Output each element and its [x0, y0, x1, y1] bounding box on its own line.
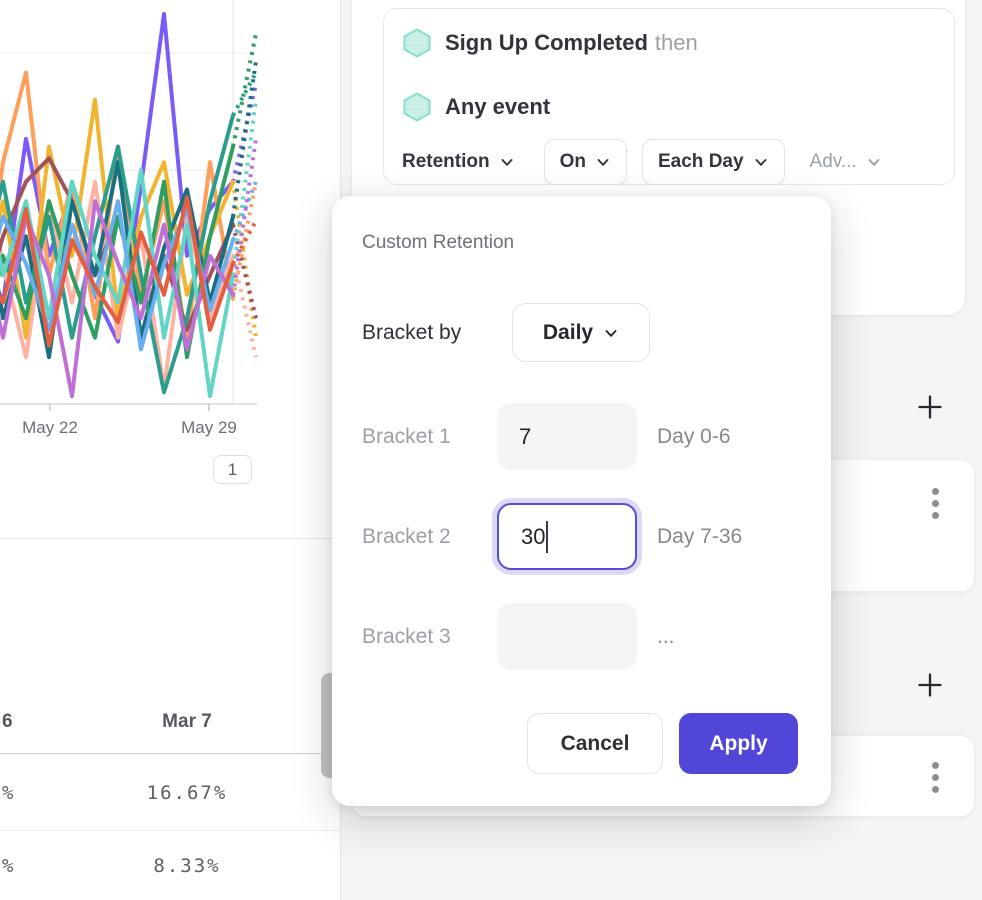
bracket-3-range: ... [657, 624, 675, 648]
retention-chart [0, 0, 258, 411]
plus-icon [918, 673, 942, 697]
custom-retention-modal: Custom Retention Bracket by Daily Bracke… [332, 196, 831, 806]
text-cursor [546, 520, 549, 553]
interval-dropdown[interactable]: Each Day [642, 139, 785, 185]
add-metric-button[interactable] [912, 389, 948, 425]
bracket-3-label: Bracket 3 [362, 624, 451, 648]
retention-steps-panel: Sign Up Completed then Any event Retentio… [383, 8, 955, 185]
step-row-return-event[interactable]: Any event [402, 92, 550, 122]
on-label: On [559, 151, 586, 172]
bracket-unit-dropdown[interactable]: Daily [512, 303, 650, 362]
query-controls-row: Retention On Each Day Adv... [402, 139, 882, 185]
table-header-date: Mar 7 [162, 710, 212, 732]
table-row[interactable]: % 16.67% [0, 755, 340, 831]
event-hexagon-icon [403, 28, 431, 58]
bracket-2-row: Bracket 2 30 Day 7-36 [362, 503, 742, 570]
x-axis-tick-label: May 22 [22, 418, 78, 437]
step-event-name: Any event [445, 94, 551, 119]
bracket-1-label: Bracket 1 [362, 424, 451, 448]
apply-button[interactable]: Apply [679, 713, 798, 774]
event-hexagon-icon [403, 92, 431, 122]
chevron-down-icon [755, 159, 766, 166]
bracket-1-range: Day 0-6 [657, 424, 731, 448]
table-row[interactable]: % 8.33% [0, 832, 340, 900]
table-header-clipped: 6 [2, 710, 13, 732]
plus-icon [918, 395, 942, 419]
bracket-by-label: Bracket by [362, 320, 462, 344]
x-axis-tick-label: May 29 [181, 418, 237, 437]
bracket-by-row: Bracket by Daily [362, 303, 650, 362]
table-cell-value: 16.67% [146, 781, 228, 804]
bracket-1-row: Bracket 1 Day 0-6 [362, 403, 731, 470]
bracket-2-range: Day 7-36 [657, 524, 743, 548]
bracket-2-input[interactable]: 30 [497, 503, 637, 570]
pagination-page-button[interactable]: 1 [213, 455, 252, 484]
table-header-row: 6 Mar 7 [0, 690, 340, 754]
chevron-down-icon [597, 159, 609, 166]
advanced-dropdown[interactable]: Adv... [810, 151, 882, 173]
kebab-menu-icon[interactable] [932, 762, 940, 793]
chevron-down-icon [868, 159, 880, 166]
chevron-down-icon [501, 159, 513, 166]
interval-label: Each Day [658, 151, 744, 172]
table-cell-clipped: % [2, 781, 16, 804]
bracket-2-value: 30 [521, 523, 546, 549]
advanced-label: Adv... [809, 151, 857, 172]
bracket-1-input[interactable] [497, 403, 637, 470]
section-divider [0, 538, 340, 539]
bracket-2-label: Bracket 2 [362, 524, 451, 548]
report-left-section: May 22 May 29 1 6 Mar 7 % 16.67% % 8.33% [0, 0, 341, 900]
step-row-born-event[interactable]: Sign Up Completed then [402, 28, 698, 58]
chevron-down-icon [605, 329, 617, 337]
add-metric-button[interactable] [912, 667, 948, 703]
measurement-dropdown[interactable]: Retention [402, 151, 529, 173]
cancel-button[interactable]: Cancel [527, 713, 663, 774]
bracket-3-input[interactable] [497, 603, 637, 670]
bracket-unit-value: Daily [542, 320, 594, 344]
step-suffix: then [654, 30, 698, 55]
measurement-label: Retention [402, 151, 490, 172]
kebab-menu-icon[interactable] [932, 488, 940, 519]
on-dropdown[interactable]: On [543, 139, 627, 185]
modal-footer: Cancel Apply [332, 713, 831, 774]
modal-title: Custom Retention [362, 232, 515, 253]
table-cell-value: 8.33% [153, 855, 221, 877]
step-event-name: Sign Up Completed [445, 30, 648, 55]
table-cell-clipped: % [2, 855, 16, 877]
bracket-3-row: Bracket 3 ... [362, 603, 675, 670]
